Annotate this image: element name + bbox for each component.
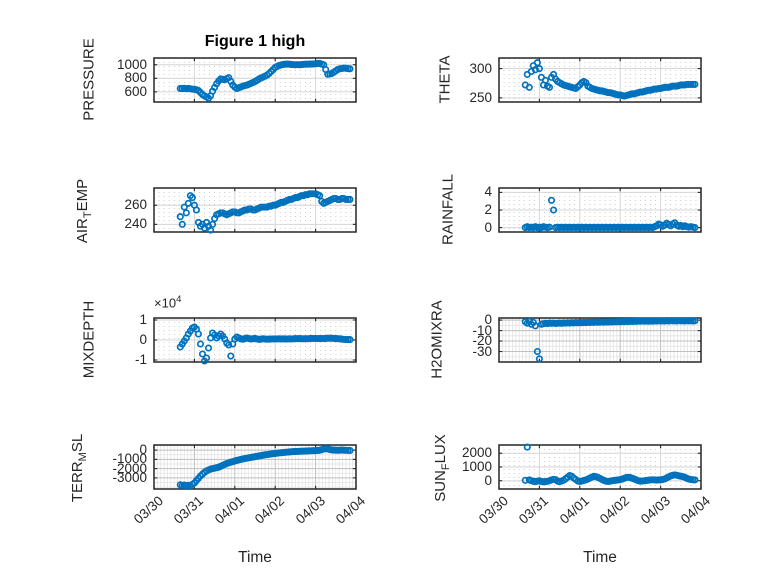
x-axis-label-right: Time xyxy=(583,549,617,566)
y-tick-label: 0 xyxy=(484,472,492,488)
plot-area-terr xyxy=(153,444,357,490)
plot-box xyxy=(153,444,357,490)
y-tick-label: -1 xyxy=(134,352,147,367)
y-tick-label: -10 xyxy=(472,322,492,338)
y-axis-label-terr: TERRMSL xyxy=(69,433,89,503)
plot-box xyxy=(153,187,357,233)
y-tick-label: -1000 xyxy=(112,451,147,467)
data-points xyxy=(176,445,354,490)
y-tick-label: 600 xyxy=(124,83,147,99)
y-tick-label: -3000 xyxy=(112,469,147,485)
y-tick-label: 240 xyxy=(124,216,147,232)
y-tick-label: 1000 xyxy=(461,459,492,474)
data-points xyxy=(176,190,354,234)
plot-box xyxy=(153,57,357,103)
axis-tick-marks xyxy=(498,58,702,102)
y-tick-label: 2 xyxy=(484,202,492,217)
plot-area-pressure xyxy=(153,57,357,103)
y-tick-label: -30 xyxy=(472,343,492,359)
y-tick-label: 250 xyxy=(469,89,492,105)
data-points xyxy=(521,59,699,100)
axis-tick-marks xyxy=(153,188,357,232)
data-points xyxy=(521,317,699,363)
axis-tick-marks xyxy=(153,445,357,489)
axis-tick-marks xyxy=(153,58,357,102)
y-tick-label: 0 xyxy=(484,312,492,328)
x-axis-label-left: Time xyxy=(238,549,272,566)
grid-major xyxy=(154,445,356,489)
y-tick-label: 1 xyxy=(139,312,147,327)
y-tick-label: 1000 xyxy=(116,56,147,72)
y-tick-label: 0 xyxy=(139,442,147,458)
plot-area-airtemp xyxy=(153,187,357,234)
plot-area-h2omixra xyxy=(498,317,702,363)
data-points xyxy=(176,323,354,365)
y-tick-label: 0 xyxy=(484,219,492,235)
y-tick-label: 300 xyxy=(469,60,492,76)
y-tick-label: 0 xyxy=(139,332,147,347)
plot-box xyxy=(498,317,702,363)
y-tick-label: 4 xyxy=(484,184,492,200)
data-points xyxy=(521,443,699,486)
plot-area-mixdepth xyxy=(153,317,357,365)
y-tick-label: -2000 xyxy=(112,460,147,476)
plot-area-rainfall xyxy=(498,187,702,233)
figure-title: Figure 1 high xyxy=(204,33,306,50)
y-tick-label: 2000 xyxy=(461,445,492,461)
axis-exponent-label: ×104 xyxy=(154,294,182,311)
y-tick-label: 800 xyxy=(124,70,147,86)
y-tick-label: 260 xyxy=(124,197,147,213)
y-axis-label-sunflux: SUNFLUX xyxy=(432,434,452,502)
data-points xyxy=(176,59,354,102)
axis-tick-marks xyxy=(498,445,702,489)
y-tick-label: -20 xyxy=(472,333,492,349)
plot-area-theta xyxy=(498,57,702,103)
plot-area-sunflux xyxy=(498,443,702,490)
data-points xyxy=(521,196,699,232)
plot-box xyxy=(498,57,702,103)
